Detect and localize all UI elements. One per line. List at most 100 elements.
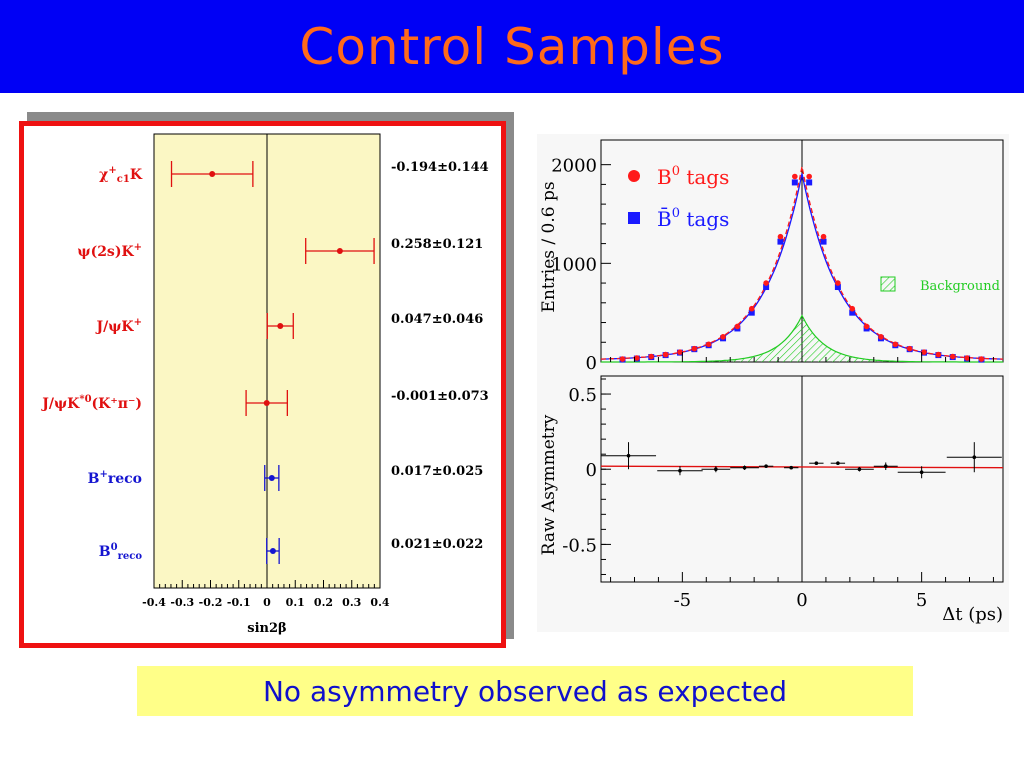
legend-b0-symbol: B	[657, 165, 672, 189]
row-label-main: χ	[99, 167, 108, 183]
row-label-sub: reco	[118, 551, 143, 562]
row-value: -0.001±0.073	[391, 389, 489, 404]
upper-y-axis-label: Entries / 0.6 ps	[539, 181, 559, 312]
b0-point	[705, 341, 712, 348]
b0bar-point	[748, 309, 755, 316]
row-label-rest: K	[130, 167, 143, 183]
row-value: 0.021±0.022	[391, 537, 483, 552]
row-label-main: B	[99, 544, 111, 560]
row-value: 0.017±0.025	[391, 464, 483, 479]
row-label: ψ(2s)K+	[77, 242, 142, 260]
row-label: χ+c1K	[99, 165, 143, 185]
data-point	[209, 171, 216, 177]
b0-point	[935, 351, 942, 358]
row-label-main: ψ(2s)K	[77, 244, 134, 260]
asym-point	[678, 468, 682, 473]
row-label: J/ψK*0(K⁺π⁻)	[40, 394, 142, 412]
slide-title: Control Samples	[299, 17, 725, 76]
x-tick-label: 5	[916, 590, 927, 611]
data-point	[277, 323, 284, 329]
x-axis-label: Δt (ps)	[942, 604, 1003, 625]
b0-point	[748, 305, 755, 312]
b0-point	[878, 334, 884, 340]
lower-y-tick-label: 0	[586, 460, 597, 481]
b0-point	[964, 355, 970, 361]
b0-point	[921, 349, 927, 355]
data-point	[269, 548, 276, 554]
row-value: 0.047±0.046	[391, 312, 483, 327]
asym-point	[626, 453, 631, 458]
b0-point	[820, 233, 827, 240]
legend-background-label: Background	[920, 279, 1000, 294]
b0-point	[777, 233, 784, 240]
b0-point	[906, 345, 913, 352]
x-tick-label: 0	[263, 596, 271, 609]
b0-point	[648, 353, 655, 360]
row-label-main: J/ψK	[40, 396, 80, 412]
data-point	[263, 400, 270, 406]
b0-point	[619, 356, 626, 362]
background-fill	[601, 315, 1003, 362]
lower-y-tick-label: 0.5	[568, 385, 597, 406]
row-label-rest: reco	[108, 471, 142, 487]
upper-y-tick-label: 1000	[551, 254, 597, 275]
asym-point	[883, 464, 888, 469]
b0bar-point	[763, 284, 770, 291]
asym-point	[714, 467, 718, 472]
asym-point	[764, 464, 768, 469]
x-tick-label: 0.2	[314, 596, 333, 609]
row-label: B+reco	[88, 469, 142, 487]
b0-point	[691, 345, 698, 352]
row-label-sup: 0	[111, 542, 118, 553]
row-label-sup: +	[99, 469, 107, 480]
asymmetry-fit-line	[600, 465, 1004, 469]
x-tick-label: 0.4	[370, 596, 389, 609]
b0-point	[792, 173, 798, 180]
x-tick-label: 0.3	[342, 596, 361, 609]
row-value: 0.258±0.121	[391, 237, 483, 252]
b0-point	[863, 323, 870, 330]
b0bar-point	[777, 238, 784, 245]
legend-b0-label: B0 tags	[657, 164, 729, 189]
x-tick-label: -0.1	[227, 596, 251, 609]
legend-b0-marker	[628, 170, 640, 182]
lower-y-axis-label: Raw Asymmetry	[539, 414, 559, 555]
b0-point	[835, 280, 841, 286]
b0-point	[677, 349, 683, 355]
legend-b0bar-sup: 0	[672, 206, 680, 221]
x-tick-label: -0.4	[142, 596, 166, 609]
row-label-sup: *0	[79, 394, 91, 405]
b0-point	[734, 323, 741, 330]
legend-b0bar-symbol: B̄	[657, 206, 672, 231]
asym-point	[742, 465, 747, 470]
row-label-main: B	[88, 471, 100, 487]
row-label-tail: (K⁺π⁻)	[92, 396, 142, 412]
asym-point	[789, 465, 794, 470]
data-point	[268, 475, 275, 481]
upper-y-tick-label: 2000	[551, 156, 597, 177]
b0-point	[763, 280, 769, 286]
caption-text: No asymmetry observed as expected	[262, 674, 788, 708]
b0-point	[634, 355, 640, 361]
b0bar-point	[791, 179, 798, 186]
title-bar: Control Samples	[0, 0, 1024, 93]
x-axis-label: sin2β	[247, 621, 286, 636]
row-label: J/ψK+	[95, 317, 142, 335]
row-value: -0.194±0.144	[391, 160, 489, 175]
row-label-sub: c1	[117, 174, 130, 185]
data-point	[336, 248, 343, 254]
legend-b0-sup: 0	[672, 164, 680, 179]
lower-y-tick-label: -0.5	[562, 535, 597, 556]
b0-point	[978, 356, 985, 362]
asym-point	[836, 461, 840, 466]
b0bar-point	[806, 179, 813, 186]
row-label: B0reco	[99, 542, 143, 562]
b0-point	[849, 305, 856, 312]
b0-point	[662, 351, 669, 358]
asym-point	[919, 470, 924, 475]
asym-point	[972, 455, 977, 459]
row-label-sup: +	[134, 317, 142, 328]
x-tick-label: 0.1	[286, 596, 305, 609]
b0-point	[892, 341, 899, 348]
